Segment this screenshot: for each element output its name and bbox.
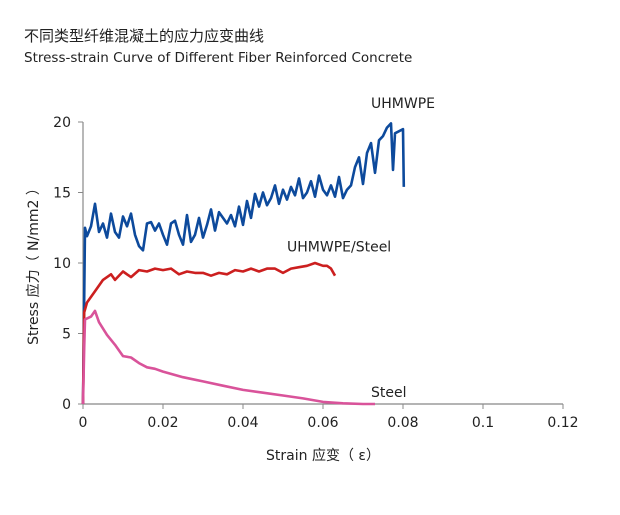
x-tick-label: 0.04 <box>227 415 258 431</box>
series-label: UHMWPE <box>371 96 435 112</box>
y-axis-label: Stress 应力（ N/mm2 ） <box>25 181 42 345</box>
x-axis-label: Strain 应变（ ε） <box>266 447 380 464</box>
series-line-uhmwpe <box>81 122 406 405</box>
x-tick-label: 0 <box>79 415 88 431</box>
x-tick-label: 0.02 <box>147 415 178 431</box>
series-label: Steel <box>371 385 407 401</box>
x-tick-label: 0.06 <box>307 415 338 431</box>
y-tick-label: 0 <box>62 397 71 413</box>
y-tick-label: 20 <box>53 115 71 131</box>
x-tick-label: 0.08 <box>387 415 418 431</box>
x-tick-label: 0.1 <box>472 415 494 431</box>
series-line-uhmwpe-steel <box>81 261 337 405</box>
chart-subtitle: Stress-strain Curve of Different Fiber R… <box>24 50 413 66</box>
x-tick-label: 0.12 <box>547 415 578 431</box>
series-line-steel <box>81 309 375 406</box>
chart-title: 不同类型纤维混凝土的应力应变曲线 <box>24 27 265 45</box>
series-label: UHMWPE/Steel <box>287 240 391 256</box>
y-tick-label: 5 <box>62 327 71 343</box>
y-tick-label: 10 <box>53 256 71 272</box>
y-tick-label: 15 <box>53 186 71 202</box>
